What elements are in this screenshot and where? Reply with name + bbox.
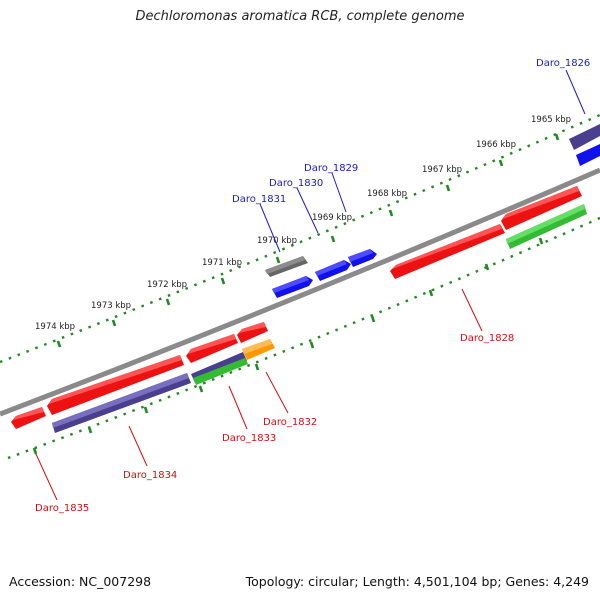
major-ticks-lower xyxy=(32,237,544,455)
scale-label-1974: 1974 kbp xyxy=(35,322,75,332)
major-ticks-upper xyxy=(56,133,560,348)
gene-daro-1828b[interactable] xyxy=(501,186,582,230)
label-daro-1830[interactable]: Daro_1830 xyxy=(269,178,323,189)
label-daro-1829[interactable]: Daro_1829 xyxy=(304,163,358,174)
gene-daro-1829b[interactable] xyxy=(348,249,377,267)
label-daro-1832[interactable]: Daro_1832 xyxy=(263,417,317,428)
label-daro-1828[interactable]: Daro_1828 xyxy=(460,333,514,344)
genome-backbone xyxy=(0,167,600,417)
scale-label-1968: 1968 kbp xyxy=(367,189,407,199)
label-daro-1826[interactable]: Daro_1826 xyxy=(536,58,590,69)
genome-summary-text: Topology: circular; Length: 4,501,104 bp… xyxy=(245,574,589,589)
gene-daro-1829a[interactable] xyxy=(315,260,351,281)
gene-daro-1835[interactable] xyxy=(11,407,46,429)
gene-daro-1826[interactable] xyxy=(569,124,600,166)
accession-text: Accession: NC_007298 xyxy=(9,574,152,589)
scale-label-1969: 1969 kbp xyxy=(312,213,352,223)
leader-lines-bottom xyxy=(35,288,483,501)
scale-label-1965: 1965 kbp xyxy=(531,115,571,125)
scale-label-1971: 1971 kbp xyxy=(202,258,242,268)
gene-daro-1833[interactable] xyxy=(191,352,248,385)
gene-daro-1831[interactable] xyxy=(265,256,308,277)
lower-scale-ticks xyxy=(7,216,600,460)
gene-daro-1832a[interactable] xyxy=(237,322,268,343)
label-daro-1835[interactable]: Daro_1835 xyxy=(35,503,89,514)
gene-daro-1832b[interactable] xyxy=(186,334,238,363)
label-daro-1834[interactable]: Daro_1834 xyxy=(123,470,177,481)
gene-daro-1834-red[interactable] xyxy=(47,355,184,415)
gene-daro-1834[interactable] xyxy=(52,373,191,433)
gene-daro-1828a[interactable] xyxy=(390,224,505,279)
gene-daro-1830[interactable] xyxy=(272,276,313,298)
scale-label-1966: 1966 kbp xyxy=(476,140,516,150)
page-title: Dechloromonas aromatica RCB, complete ge… xyxy=(135,9,465,24)
scale-label-1970: 1970 kbp xyxy=(257,236,297,246)
scale-label-1967: 1967 kbp xyxy=(422,165,462,175)
scale-label-1972: 1972 kbp xyxy=(147,280,187,290)
label-daro-1831[interactable]: Daro_1831 xyxy=(232,194,286,205)
gene-daro-1827[interactable] xyxy=(506,204,587,249)
gene-daro-1832-orange[interactable] xyxy=(242,339,275,360)
leader-lines-top xyxy=(259,69,586,253)
label-daro-1833[interactable]: Daro_1833 xyxy=(222,433,276,444)
scale-label-1973: 1973 kbp xyxy=(91,301,131,311)
